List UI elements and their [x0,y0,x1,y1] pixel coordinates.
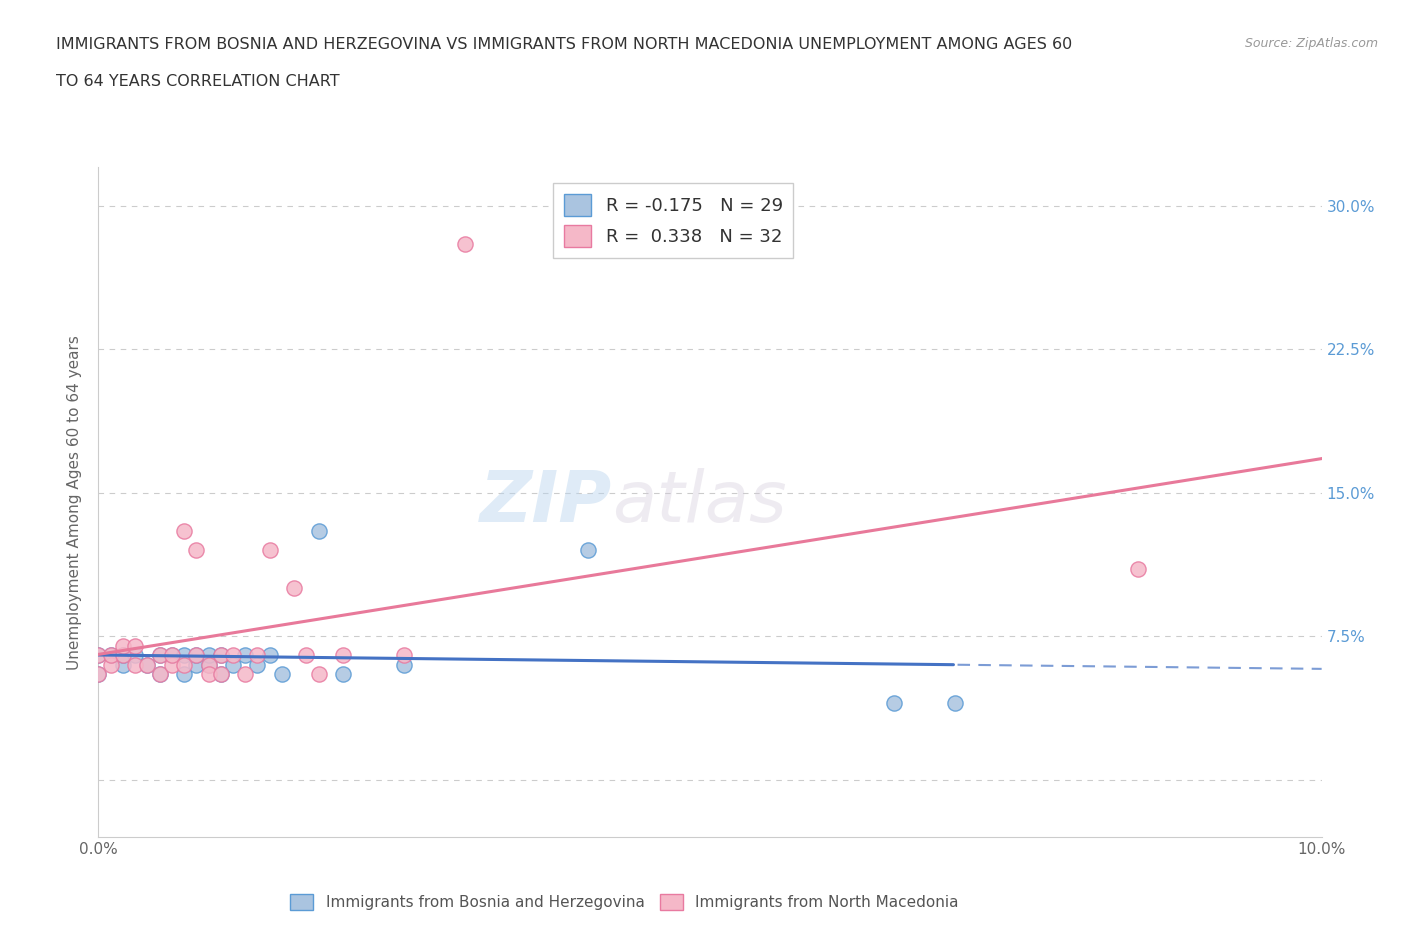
Text: ZIP: ZIP [479,468,612,537]
Point [160,648,183,663]
Point [149,667,172,682]
Point [392,658,416,672]
Point [173,667,195,682]
Point [209,667,232,682]
Point [100,648,122,663]
Point [259,648,281,663]
Text: atlas: atlas [612,468,787,537]
Point [332,667,354,682]
Point [186,648,208,663]
Text: IMMIGRANTS FROM BOSNIA AND HERZEGOVINA VS IMMIGRANTS FROM NORTH MACEDONIA UNEMPL: IMMIGRANTS FROM BOSNIA AND HERZEGOVINA V… [56,37,1073,52]
Point [197,658,219,672]
Point [149,667,172,682]
Point [233,667,256,682]
Point [87,648,110,663]
Point [246,658,269,672]
Point [186,658,208,672]
Point [209,648,232,663]
Point [111,638,134,653]
Text: Source: ZipAtlas.com: Source: ZipAtlas.com [1244,37,1378,50]
Point [111,648,134,663]
Legend: Immigrants from Bosnia and Herzegovina, Immigrants from North Macedonia: Immigrants from Bosnia and Herzegovina, … [284,888,965,916]
Point [222,648,245,663]
Point [308,667,330,682]
Point [332,648,354,663]
Point [149,648,172,663]
Point [295,648,318,663]
Point [197,648,219,663]
Point [160,658,183,672]
Point [173,524,195,538]
Point [943,696,966,711]
Point [173,658,195,672]
Point [160,648,183,663]
Point [100,648,122,663]
Point [209,667,232,682]
Point [392,648,416,663]
Point [124,658,146,672]
Point [270,667,292,682]
Point [197,658,219,672]
Point [173,648,195,663]
Point [136,658,159,672]
Point [87,667,110,682]
Point [100,658,122,672]
Point [283,581,305,596]
Point [186,542,208,557]
Point [87,648,110,663]
Point [1128,562,1150,577]
Point [124,638,146,653]
Point [124,648,146,663]
Point [222,658,245,672]
Point [149,648,172,663]
Point [87,667,110,682]
Text: TO 64 YEARS CORRELATION CHART: TO 64 YEARS CORRELATION CHART [56,74,340,89]
Point [111,648,134,663]
Y-axis label: Unemployment Among Ages 60 to 64 years: Unemployment Among Ages 60 to 64 years [67,335,83,670]
Point [246,648,269,663]
Point [883,696,905,711]
Point [186,648,208,663]
Point [233,648,256,663]
Point [111,658,134,672]
Point [197,667,219,682]
Point [308,524,330,538]
Point [259,542,281,557]
Point [209,648,232,663]
Point [136,658,159,672]
Point [454,236,477,251]
Point [576,542,599,557]
